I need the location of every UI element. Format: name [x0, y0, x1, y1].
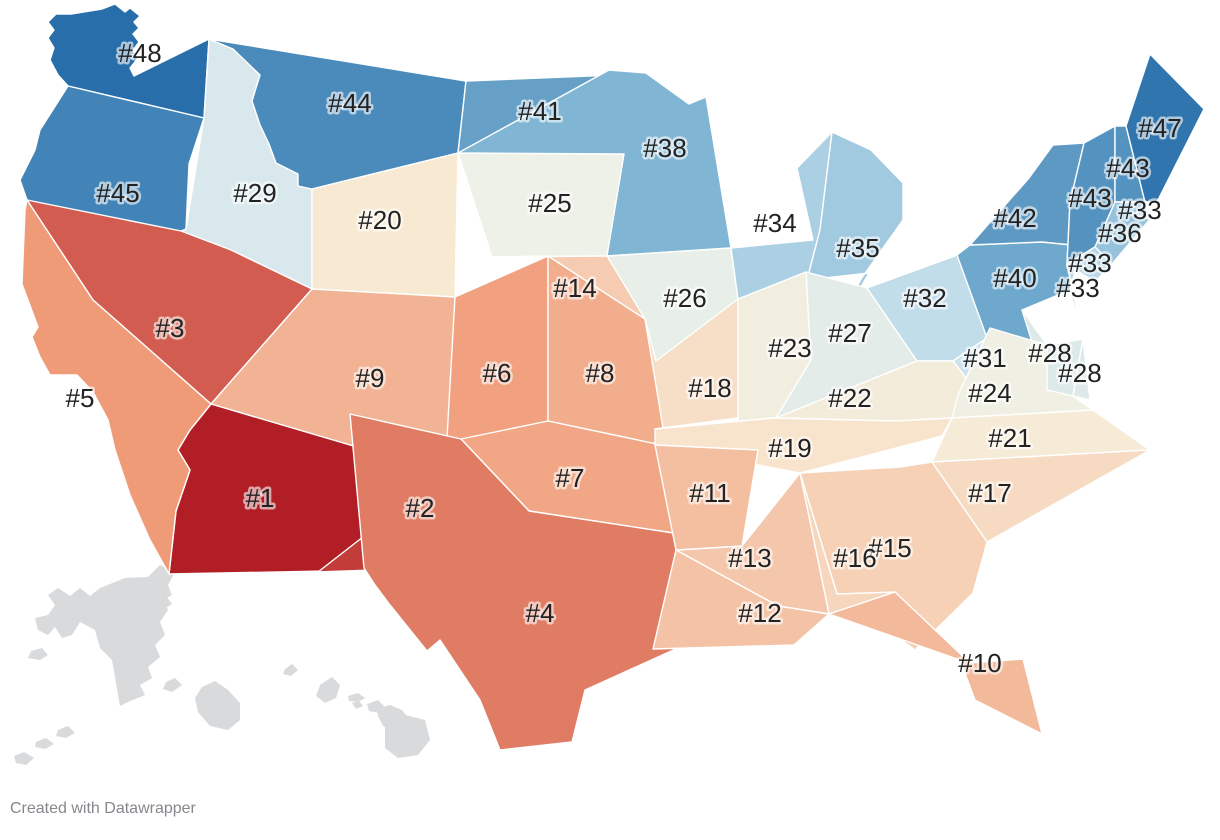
svg-text:#23: #23 [768, 333, 811, 363]
svg-text:#38: #38 [643, 133, 686, 163]
svg-text:#29: #29 [233, 178, 276, 208]
svg-text:#24: #24 [968, 378, 1011, 408]
svg-text:#16: #16 [833, 543, 876, 573]
svg-text:#4: #4 [526, 598, 555, 628]
svg-text:#13: #13 [728, 543, 771, 573]
svg-text:#26: #26 [663, 283, 706, 313]
svg-text:#28: #28 [1058, 358, 1101, 388]
svg-text:#7: #7 [556, 463, 585, 493]
svg-text:#43: #43 [1068, 183, 1111, 213]
svg-text:#41: #41 [518, 96, 561, 126]
svg-text:#3: #3 [156, 313, 185, 343]
svg-text:#48: #48 [118, 38, 161, 68]
svg-text:#32: #32 [903, 283, 946, 313]
svg-text:#8: #8 [586, 358, 615, 388]
svg-text:#19: #19 [768, 433, 811, 463]
svg-text:#5: #5 [66, 383, 95, 413]
svg-text:#40: #40 [993, 263, 1036, 293]
svg-text:#31: #31 [963, 343, 1006, 373]
svg-text:#21: #21 [988, 423, 1031, 453]
svg-text:#1: #1 [246, 483, 275, 513]
svg-text:#43: #43 [1106, 153, 1149, 183]
svg-text:#45: #45 [96, 178, 139, 208]
svg-text:#2: #2 [406, 493, 435, 523]
svg-text:#22: #22 [828, 383, 871, 413]
svg-text:#18: #18 [688, 373, 731, 403]
svg-text:#17: #17 [968, 478, 1011, 508]
svg-text:#9: #9 [356, 363, 385, 393]
svg-text:#33: #33 [1068, 248, 1111, 278]
svg-text:#20: #20 [358, 205, 401, 235]
svg-text:#47: #47 [1138, 113, 1181, 143]
svg-text:#33: #33 [1118, 195, 1161, 225]
svg-text:#34: #34 [753, 208, 796, 238]
svg-text:#6: #6 [483, 358, 512, 388]
svg-text:#10: #10 [958, 648, 1001, 678]
svg-text:#25: #25 [528, 188, 571, 218]
svg-text:#42: #42 [993, 203, 1036, 233]
svg-text:#44: #44 [328, 88, 371, 118]
svg-text:#12: #12 [738, 598, 781, 628]
svg-text:#11: #11 [689, 478, 730, 508]
svg-text:#35: #35 [836, 233, 879, 263]
svg-text:#14: #14 [553, 273, 596, 303]
svg-text:#27: #27 [828, 318, 871, 348]
